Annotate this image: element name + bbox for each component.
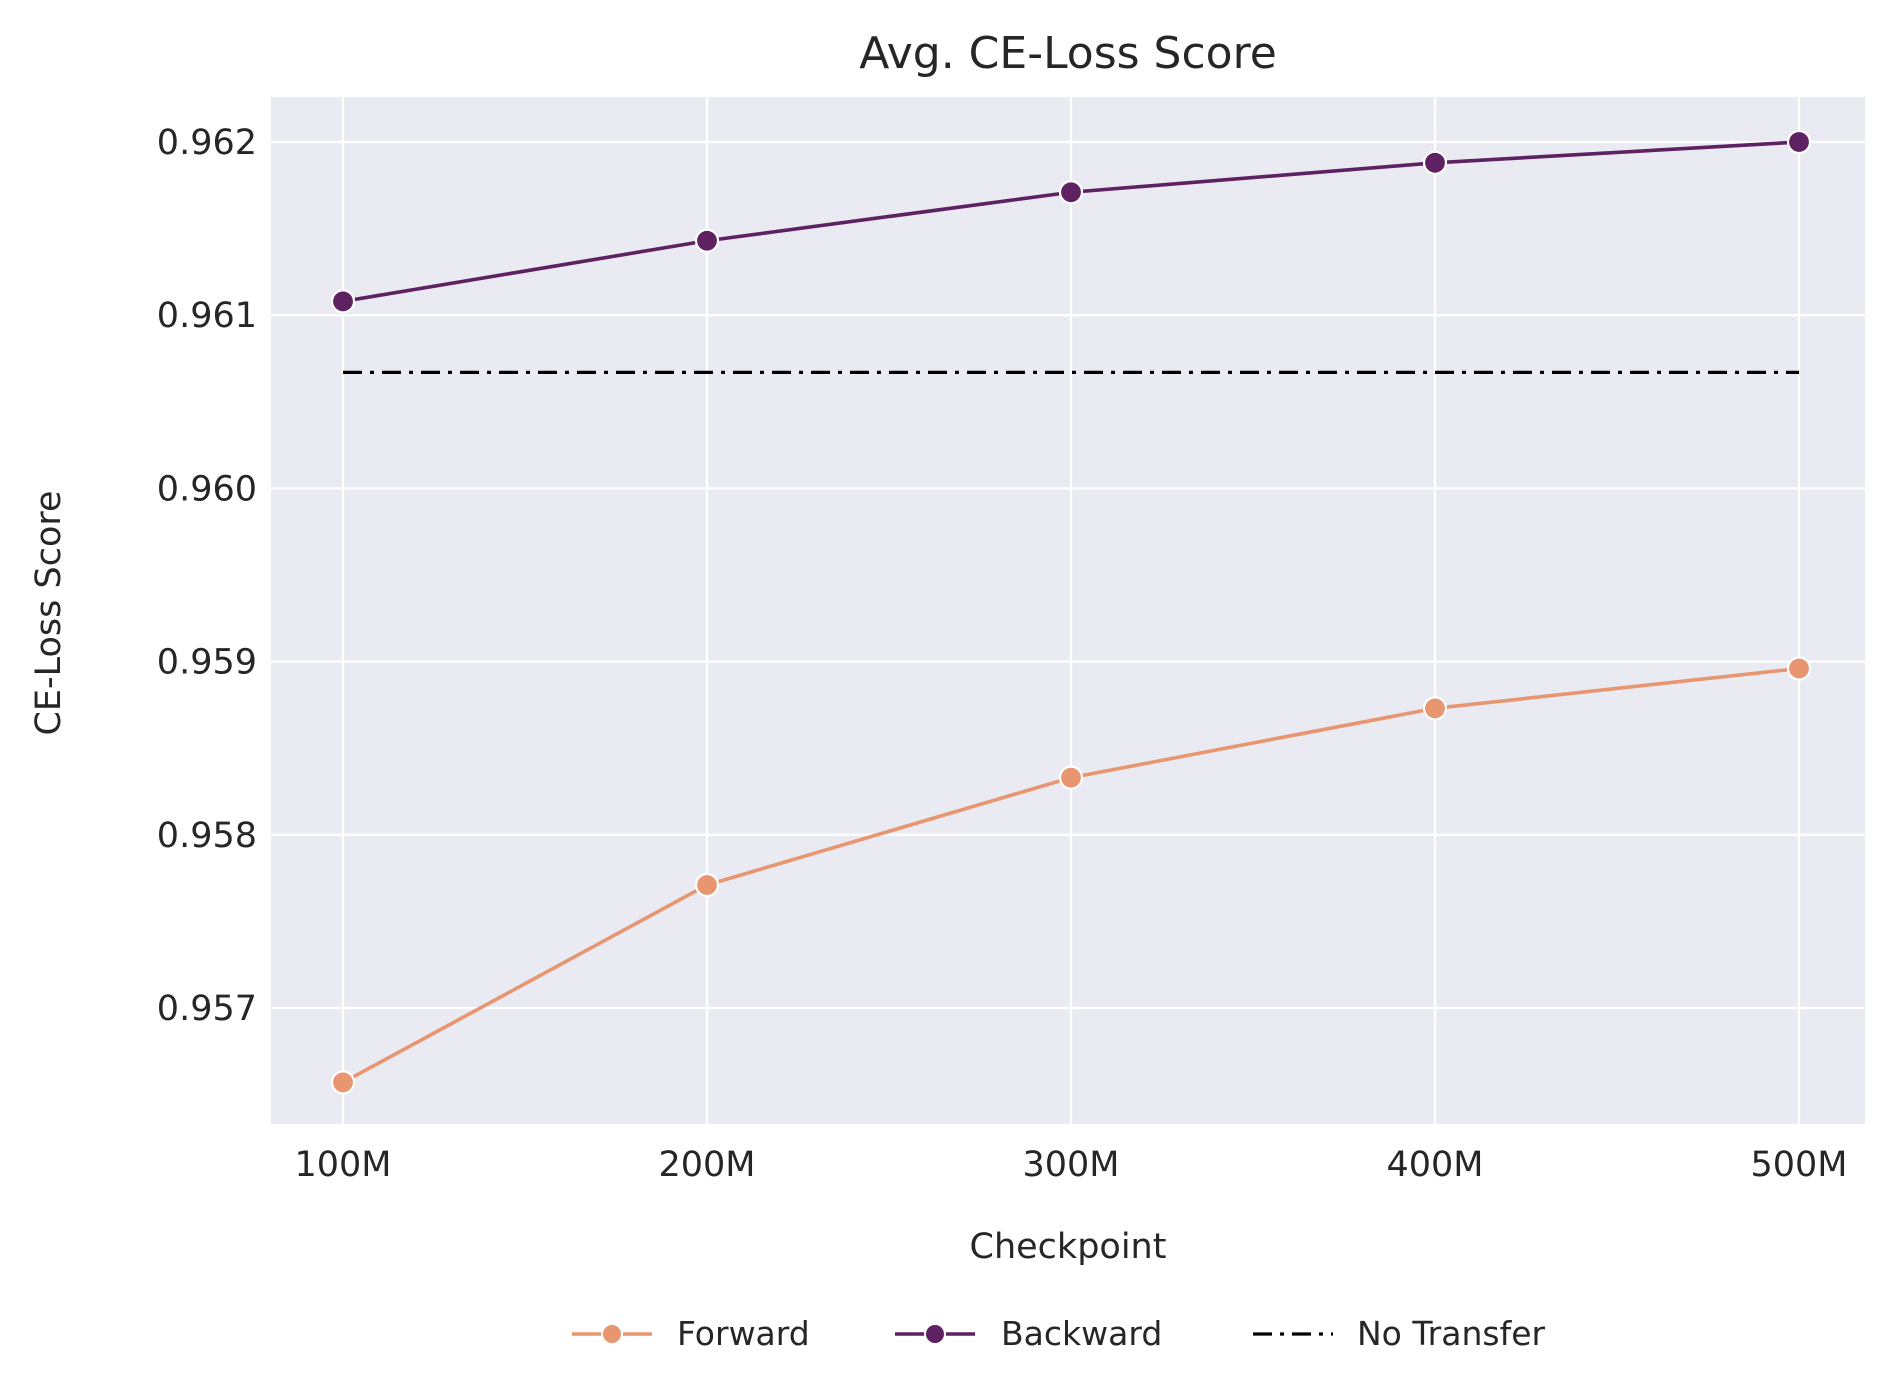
data-point-backward xyxy=(1786,129,1812,155)
y-tick-label: 0.962 xyxy=(157,123,257,163)
y-tick-label: 0.958 xyxy=(157,816,257,856)
legend-label-backward: Backward xyxy=(1001,1314,1162,1353)
data-point-backward xyxy=(1058,180,1084,205)
x-tick-label: 300M xyxy=(1022,1145,1119,1185)
legend-marker-backward xyxy=(924,1323,946,1345)
plot-area xyxy=(271,97,1865,1124)
series-forward xyxy=(330,656,1812,1095)
grid-lines xyxy=(271,97,1865,1124)
data-point-backward xyxy=(694,228,720,253)
data-point-forward xyxy=(1058,765,1084,790)
data-point-forward xyxy=(1786,656,1812,681)
data-point-forward xyxy=(330,1070,356,1095)
x-tick-label: 100M xyxy=(294,1145,391,1185)
y-tick-label: 0.957 xyxy=(157,989,257,1029)
data-point-forward xyxy=(1422,696,1448,721)
x-tick-label: 500M xyxy=(1750,1145,1847,1185)
legend: Forward Backward No Transfer xyxy=(572,1314,1545,1353)
x-tick-label: 200M xyxy=(658,1145,755,1185)
x-tick-label: 400M xyxy=(1386,1145,1483,1185)
x-axis-label: Checkpoint xyxy=(970,1227,1167,1267)
legend-label-no-transfer: No Transfer xyxy=(1357,1314,1545,1353)
y-axis-label: CE-Loss Score xyxy=(29,490,69,735)
data-point-backward xyxy=(1422,150,1448,175)
data-point-backward xyxy=(330,289,356,314)
legend-marker-forward xyxy=(601,1323,623,1345)
y-tick-label: 0.961 xyxy=(157,296,257,336)
series-backward xyxy=(330,129,1812,314)
data-point-forward xyxy=(694,872,720,898)
legend-label-forward: Forward xyxy=(677,1314,810,1353)
y-tick-label: 0.960 xyxy=(157,469,257,509)
y-tick-label: 0.959 xyxy=(157,643,257,683)
chart-title: Avg. CE-Loss Score xyxy=(859,28,1277,79)
